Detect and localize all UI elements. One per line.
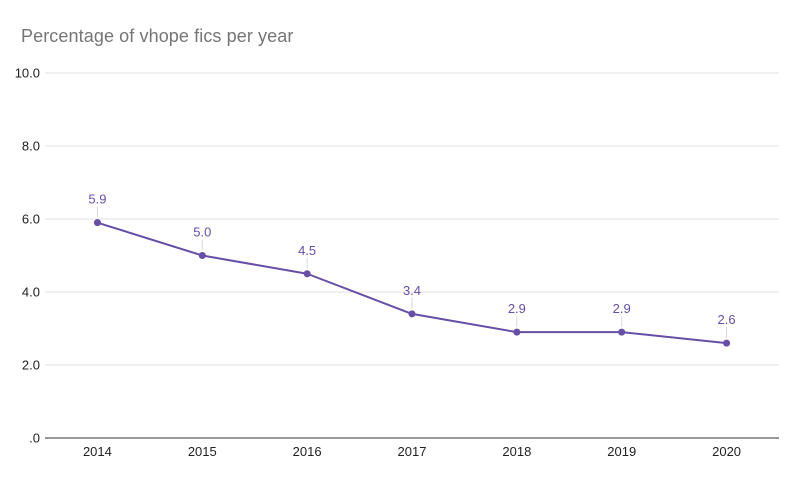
- data-point-marker: [93, 219, 101, 227]
- x-tick-label: 2014: [83, 444, 112, 459]
- data-point-label: 2.6: [718, 312, 736, 327]
- x-tick-label: 2017: [398, 444, 427, 459]
- x-tick-label: 2020: [712, 444, 741, 459]
- x-tick-label: 2018: [502, 444, 531, 459]
- data-point-marker: [513, 328, 521, 336]
- y-tick-label: 10.0: [15, 66, 40, 81]
- y-tick-label: 2.0: [22, 358, 40, 373]
- chart-title: Percentage of vhope fics per year: [21, 26, 294, 46]
- data-point-marker: [408, 310, 416, 318]
- data-point-label: 3.4: [403, 283, 421, 298]
- x-tick-label: 2019: [607, 444, 636, 459]
- data-point-label: 2.9: [613, 301, 631, 316]
- data-point-label: 5.0: [193, 225, 211, 240]
- data-point-marker: [303, 270, 311, 278]
- data-point-marker: [723, 339, 731, 347]
- x-tick-label: 2016: [293, 444, 322, 459]
- data-point-label: 4.5: [298, 243, 316, 258]
- y-tick-label: .0: [29, 431, 40, 446]
- y-tick-label: 8.0: [22, 139, 40, 154]
- x-tick-label: 2015: [188, 444, 217, 459]
- y-tick-label: 4.0: [22, 285, 40, 300]
- data-point-label: 2.9: [508, 301, 526, 316]
- data-point-marker: [198, 252, 206, 259]
- data-point-label: 5.9: [88, 192, 106, 207]
- y-tick-label: 6.0: [22, 212, 40, 227]
- data-point-marker: [618, 328, 626, 336]
